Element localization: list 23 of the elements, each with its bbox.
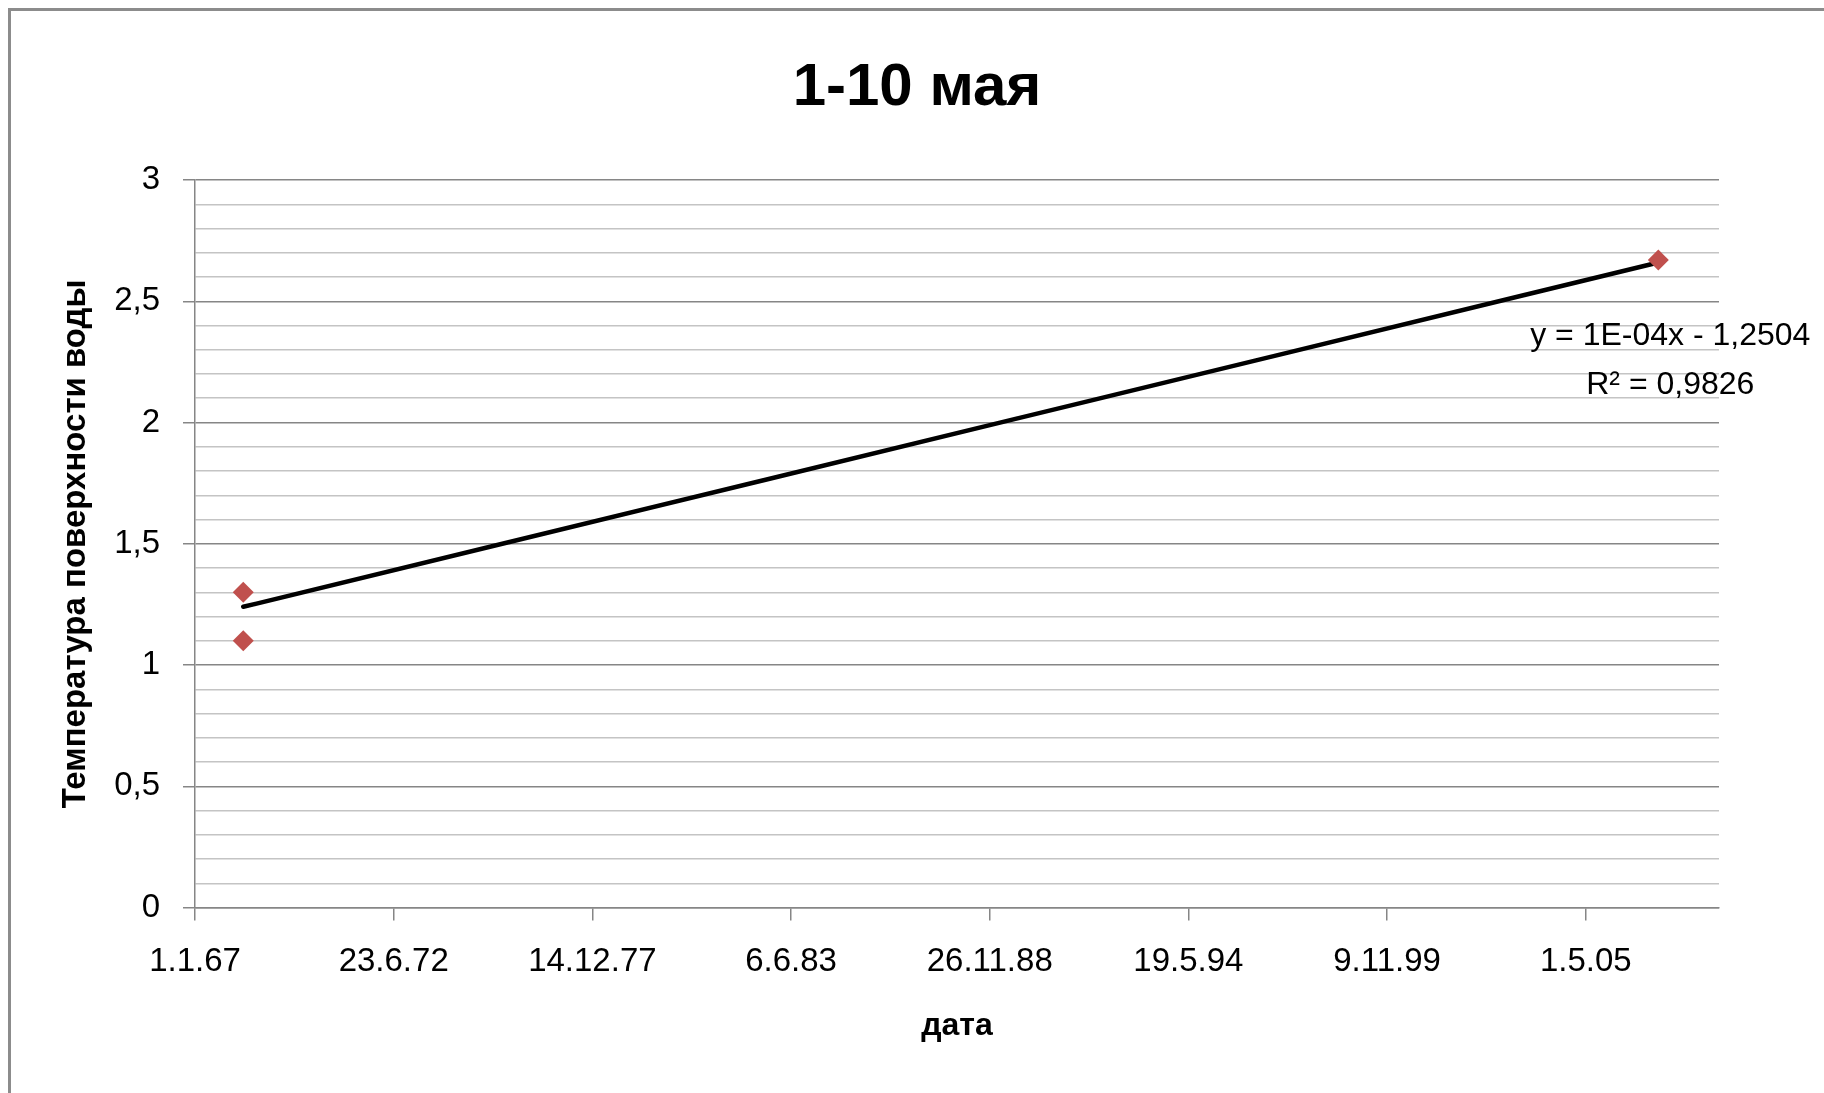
annotation: R² = 0,9826 bbox=[1586, 365, 1755, 402]
y-tick-label: 1 bbox=[141, 644, 160, 682]
y-tick-label: 2 bbox=[141, 401, 160, 439]
y-axis-title: Температура поверхности воды bbox=[54, 279, 92, 809]
y-tick-label: 2,5 bbox=[114, 280, 160, 318]
x-tick-label: 23.6.72 bbox=[338, 941, 449, 979]
x-tick-label: 9.11.99 bbox=[1333, 941, 1441, 979]
y-tick-label: 0 bbox=[141, 886, 160, 924]
y-tick-label: 1,5 bbox=[114, 522, 160, 560]
x-tick-label: 1.5.05 bbox=[1539, 941, 1632, 979]
point bbox=[1647, 249, 1669, 271]
annotation: y = 1E-04x - 1,2504 bbox=[1530, 316, 1811, 353]
point bbox=[232, 581, 254, 603]
x-tick-label: 14.12.77 bbox=[528, 941, 657, 979]
point bbox=[232, 630, 254, 652]
x-tick-label: 6.6.83 bbox=[745, 941, 837, 979]
y-tick-label: 3 bbox=[141, 159, 160, 197]
x-tick-label: 26.11.88 bbox=[926, 941, 1053, 979]
x-axis-title: дата bbox=[921, 1005, 993, 1042]
x-tick-label: 19.5.94 bbox=[1133, 941, 1244, 979]
y-tick-label: 0,5 bbox=[114, 765, 160, 803]
x-tick-label: 1.1.67 bbox=[149, 941, 241, 979]
chart-title: 1-10 мая bbox=[792, 50, 1042, 118]
